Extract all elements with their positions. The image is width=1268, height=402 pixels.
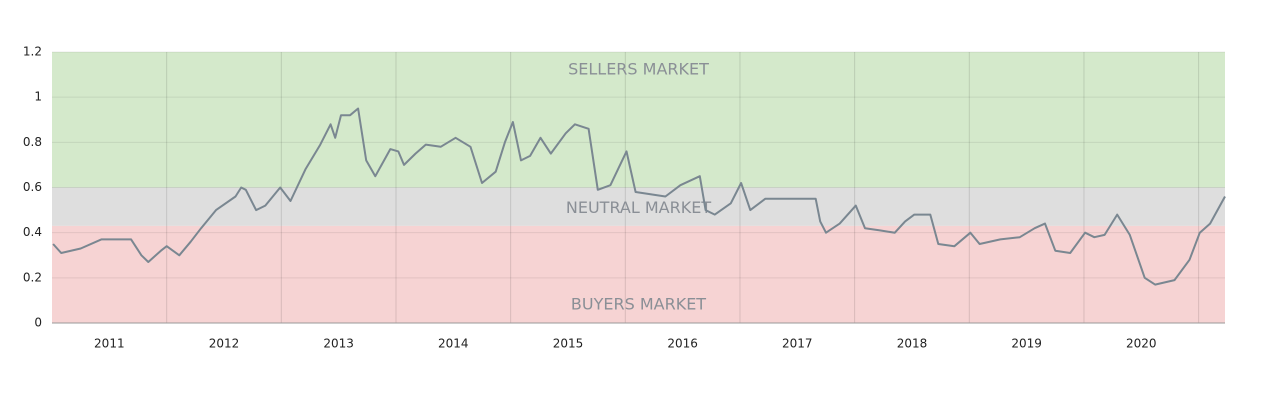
x-tick-label: 2015 xyxy=(553,337,584,351)
y-tick-label: 0 xyxy=(34,316,42,330)
x-tick-label: 2012 xyxy=(209,337,240,351)
band-label: SELLERS MARKET xyxy=(568,60,709,79)
market-band xyxy=(52,225,1225,323)
x-tick-label: 2018 xyxy=(897,337,928,351)
band-label: BUYERS MARKET xyxy=(571,295,706,314)
y-tick-label: 0.8 xyxy=(23,135,42,149)
x-tick-label: 2019 xyxy=(1011,337,1042,351)
x-tick-label: 2011 xyxy=(94,337,125,351)
data-line xyxy=(52,107,1226,286)
y-tick-label: 0.6 xyxy=(23,180,42,194)
x-tick-label: 2014 xyxy=(438,337,469,351)
x-tick-label: 2013 xyxy=(323,337,354,351)
y-tick-label: 0.4 xyxy=(23,225,42,239)
x-tick-label: 2020 xyxy=(1126,337,1157,351)
y-tick-label: 1 xyxy=(34,90,42,104)
y-tick-label: 0.2 xyxy=(23,270,42,284)
y-tick-label: 1.2 xyxy=(23,45,42,59)
x-tick-label: 2017 xyxy=(782,337,813,351)
x-tick-label: 2016 xyxy=(667,337,698,351)
band-label: NEUTRAL MARKET xyxy=(566,198,711,217)
market-band xyxy=(52,52,1225,188)
